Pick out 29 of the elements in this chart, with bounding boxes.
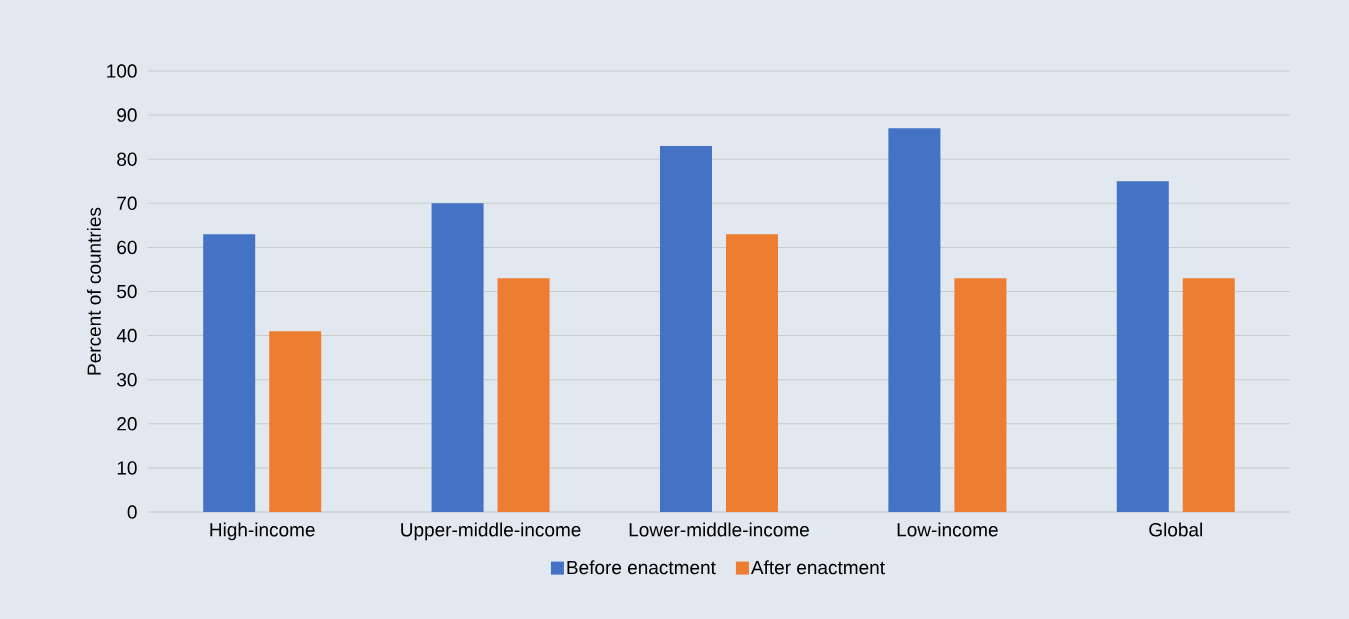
bar xyxy=(431,203,484,512)
bar xyxy=(269,331,322,512)
y-tick-label: 60 xyxy=(117,240,137,255)
legend-label: After enactment xyxy=(750,560,885,575)
bar xyxy=(1182,278,1235,512)
bar xyxy=(954,278,1007,512)
y-axis-title: Percent of countries xyxy=(86,207,101,375)
y-tick-label: 70 xyxy=(117,196,137,211)
bar xyxy=(497,278,550,512)
y-tick-label: 80 xyxy=(117,152,137,166)
y-tick-label: 20 xyxy=(117,417,137,431)
x-tick-label: Global xyxy=(1149,522,1202,537)
bar xyxy=(888,128,941,512)
y-tick-label: 100 xyxy=(107,64,137,78)
bar xyxy=(1116,181,1169,512)
bar xyxy=(203,234,256,512)
y-tick-label: 30 xyxy=(117,372,137,387)
x-tick-label: Lower-middle-income xyxy=(629,522,809,537)
y-tick-label: 90 xyxy=(117,108,137,122)
legend-label: Before enactment xyxy=(567,560,716,575)
y-tick-label: 0 xyxy=(127,505,137,519)
x-tick-label: Low-income xyxy=(897,522,998,537)
bar xyxy=(659,145,712,512)
y-tick-label: 50 xyxy=(117,284,137,299)
bar xyxy=(725,234,778,512)
y-tick-label: 40 xyxy=(116,328,137,343)
y-tick-label: 10 xyxy=(117,461,137,475)
x-tick-label: High-income xyxy=(210,522,315,541)
x-tick-label: Upper-middle-income xyxy=(401,522,581,541)
